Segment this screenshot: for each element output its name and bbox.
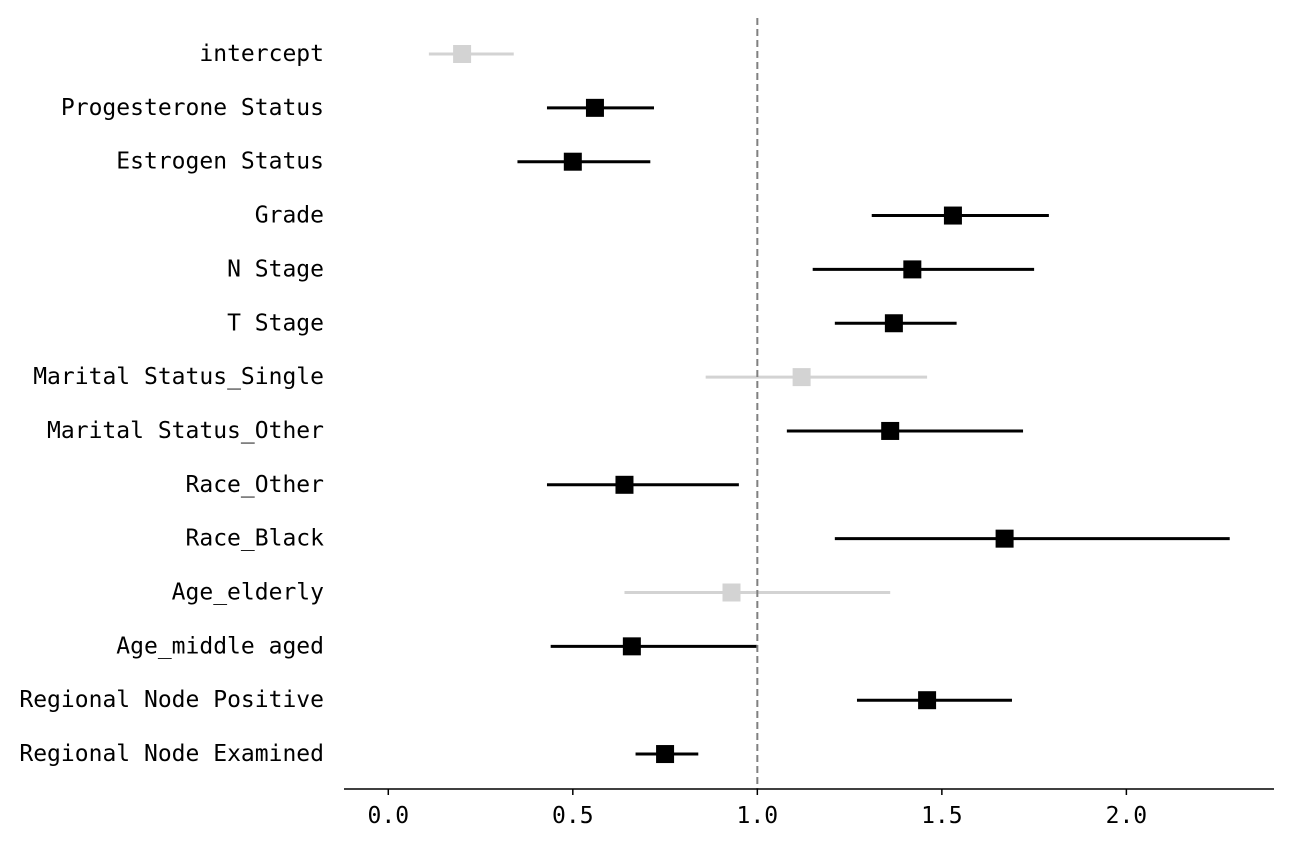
estimate-marker	[585, 98, 604, 117]
row-label: N Stage	[227, 256, 324, 282]
forest-row: Progesterone Status	[61, 95, 654, 121]
forest-row: Age_middle aged	[116, 633, 758, 659]
forest-row: Age_elderly	[172, 580, 891, 606]
row-label: Race_Black	[186, 526, 325, 552]
forest-row: Marital Status_Single	[33, 364, 928, 390]
estimate-marker	[884, 314, 903, 333]
row-label: Age_middle aged	[116, 633, 324, 659]
row-label: Marital Status_Other	[47, 418, 324, 444]
forest-row: Race_Black	[186, 526, 1230, 552]
estimate-marker	[995, 529, 1014, 548]
forest-row: Race_Other	[186, 472, 739, 498]
forest-row: Grade	[255, 203, 1049, 229]
row-label: Progesterone Status	[61, 95, 324, 121]
row-label: Regional Node Examined	[19, 741, 324, 767]
forest-row: Marital Status_Other	[47, 418, 1024, 444]
forest-row: T Stage	[227, 310, 957, 336]
x-tick-label: 1.5	[921, 803, 963, 829]
forest-row: N Stage	[227, 256, 1035, 282]
row-label: Estrogen Status	[116, 149, 324, 175]
x-axis: 0.0 0.5 1.0 1.5 2.0	[344, 788, 1274, 829]
estimate-marker	[792, 368, 811, 387]
estimate-marker	[918, 691, 937, 710]
row-label: intercept	[199, 41, 324, 67]
row-label: Marital Status_Single	[33, 364, 324, 390]
row-label: Race_Other	[186, 472, 324, 498]
x-tick-label: 1.0	[737, 803, 779, 829]
row-label: Grade	[255, 203, 324, 229]
forest-row: Estrogen Status	[116, 149, 651, 175]
estimate-marker	[903, 260, 922, 279]
estimate-marker	[622, 637, 641, 656]
x-tick-label: 0.0	[368, 803, 410, 829]
estimate-marker	[615, 475, 634, 494]
x-tick-label: 0.5	[552, 803, 594, 829]
estimate-marker	[563, 152, 582, 171]
forest-row: intercept	[199, 41, 514, 67]
estimate-marker	[881, 421, 900, 440]
row-label: T Stage	[227, 310, 324, 336]
estimate-marker	[722, 583, 741, 602]
estimate-marker	[943, 206, 962, 225]
x-tick-label: 2.0	[1106, 803, 1148, 829]
forest-row: Regional Node Examined	[19, 741, 699, 767]
estimate-marker	[656, 745, 675, 764]
forest-row: Regional Node Positive	[19, 687, 1012, 713]
rows-layer: intercept Progesterone Status Estrogen Sta…	[19, 41, 1230, 767]
row-label: Age_elderly	[172, 580, 324, 606]
row-label: Regional Node Positive	[19, 687, 324, 713]
estimate-marker	[453, 45, 472, 63]
